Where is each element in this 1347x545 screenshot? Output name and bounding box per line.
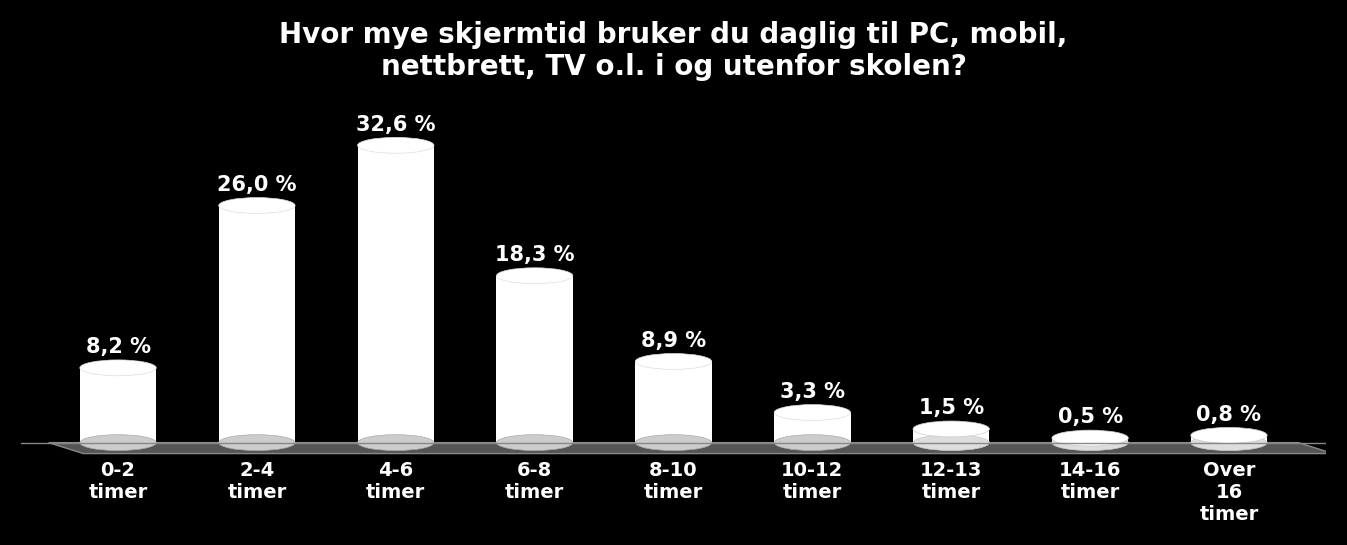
Bar	[1052, 438, 1129, 443]
Text: 8,9 %: 8,9 %	[641, 331, 706, 351]
Ellipse shape	[357, 137, 434, 153]
Ellipse shape	[1191, 435, 1268, 451]
Text: 32,6 %: 32,6 %	[356, 114, 435, 135]
Ellipse shape	[913, 435, 990, 451]
Ellipse shape	[497, 268, 572, 283]
Text: 0,5 %: 0,5 %	[1057, 408, 1122, 427]
Text: 18,3 %: 18,3 %	[494, 245, 574, 265]
Bar	[1191, 435, 1268, 443]
Bar	[79, 368, 156, 443]
Title: Hvor mye skjermtid bruker du daglig til PC, mobil,
nettbrett, TV o.l. i og utenf: Hvor mye skjermtid bruker du daglig til …	[279, 21, 1068, 81]
Bar	[636, 361, 711, 443]
Text: 3,3 %: 3,3 %	[780, 382, 845, 402]
Bar	[218, 205, 295, 443]
Ellipse shape	[775, 404, 850, 420]
Ellipse shape	[636, 354, 711, 370]
Text: 0,8 %: 0,8 %	[1196, 405, 1261, 425]
Ellipse shape	[775, 435, 850, 451]
Ellipse shape	[218, 435, 295, 451]
Ellipse shape	[79, 435, 156, 451]
Text: 26,0 %: 26,0 %	[217, 175, 296, 195]
Bar	[913, 429, 990, 443]
Polygon shape	[48, 443, 1334, 453]
Ellipse shape	[357, 435, 434, 451]
Ellipse shape	[1052, 435, 1129, 451]
Ellipse shape	[79, 360, 156, 376]
Bar	[497, 276, 572, 443]
Ellipse shape	[218, 198, 295, 214]
Ellipse shape	[1191, 427, 1268, 443]
Bar	[357, 146, 434, 443]
Ellipse shape	[913, 421, 990, 437]
Text: 1,5 %: 1,5 %	[919, 398, 983, 418]
Ellipse shape	[1052, 430, 1129, 446]
Ellipse shape	[497, 435, 572, 451]
Bar	[775, 413, 850, 443]
Text: 8,2 %: 8,2 %	[86, 337, 151, 357]
Ellipse shape	[636, 435, 711, 451]
